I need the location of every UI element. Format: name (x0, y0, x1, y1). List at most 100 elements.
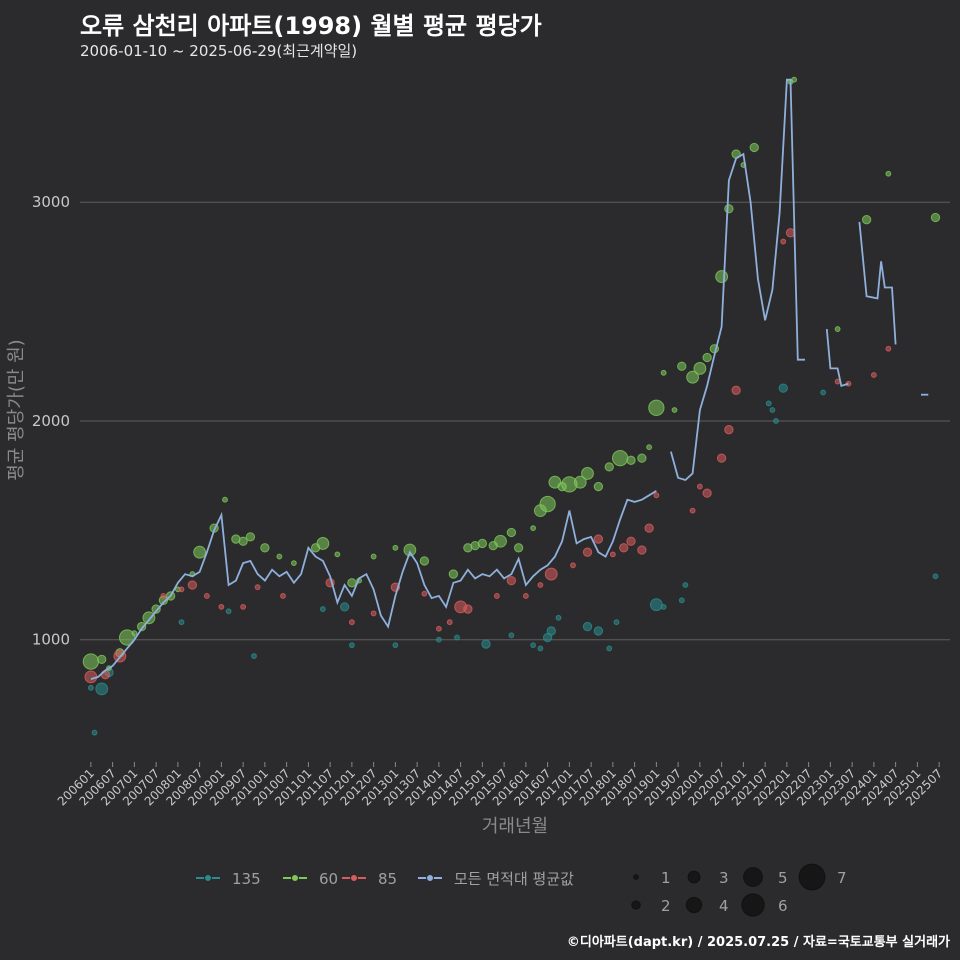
point-135 (778, 383, 788, 393)
point-85 (506, 575, 517, 586)
point-85 (187, 580, 198, 590)
y-tick-label: 2000 (32, 412, 70, 430)
scatter-points (82, 76, 941, 736)
average-line (90, 78, 929, 680)
point-135 (765, 400, 772, 407)
point-85 (689, 507, 696, 514)
y-axis-ticks: 1000 2000 3000 (32, 193, 70, 649)
size-legend-label: 4 (719, 897, 729, 915)
average-line-segment (670, 78, 805, 482)
point-60 (392, 544, 399, 551)
point-60 (861, 215, 872, 225)
point-135 (555, 614, 562, 621)
point-85 (178, 586, 185, 593)
point-135 (392, 642, 399, 649)
point-135 (251, 653, 257, 659)
point-60 (749, 142, 759, 153)
point-135 (546, 626, 556, 636)
point-135 (613, 619, 620, 626)
point-60 (677, 361, 687, 371)
point-85 (203, 593, 210, 599)
point-60 (626, 455, 636, 465)
point-135 (606, 645, 613, 652)
point-85 (537, 582, 544, 588)
size-legend-label: 7 (837, 869, 847, 887)
grid-lines (80, 201, 950, 641)
size-legend-label: 3 (719, 869, 729, 887)
point-135 (95, 682, 109, 696)
point-85 (619, 543, 629, 553)
point-85 (160, 593, 167, 599)
point-60 (513, 543, 524, 553)
x-axis-title: 거래년월 (482, 816, 548, 837)
point-60 (646, 444, 653, 451)
legend-dot (426, 874, 434, 882)
point-85 (493, 593, 500, 599)
point-135 (319, 606, 326, 612)
point-85 (544, 567, 558, 581)
point-60 (930, 212, 941, 223)
point-135 (820, 389, 827, 396)
x-axis-ticks: 2006012006072007012007072008012008072009… (55, 762, 945, 809)
point-135 (678, 597, 685, 604)
point-60 (131, 630, 138, 637)
legend-label: 60 (319, 870, 338, 888)
point-135 (508, 632, 515, 639)
point-85 (870, 372, 877, 378)
point-85 (218, 603, 225, 610)
size-legend-label: 5 (778, 869, 788, 887)
y-axis-title: 평균 평당가(만 원) (6, 339, 27, 480)
y-tick-label: 3000 (32, 193, 70, 211)
point-60 (403, 543, 417, 557)
point-60 (290, 560, 297, 567)
size-legend-marker (741, 893, 765, 917)
point-85 (637, 545, 647, 555)
point-60 (238, 536, 248, 546)
average-line-segment (90, 490, 657, 680)
point-135 (435, 636, 442, 643)
point-85 (280, 593, 286, 599)
point-135 (773, 418, 779, 424)
point-60 (260, 543, 270, 553)
legend-label: 85 (378, 870, 397, 888)
point-60 (82, 653, 100, 670)
point-60 (611, 449, 629, 467)
point-135 (178, 619, 185, 626)
point-60 (593, 481, 604, 492)
point-60 (136, 621, 147, 632)
point-60 (530, 525, 537, 532)
point-60 (834, 326, 841, 332)
point-60 (637, 453, 647, 463)
point-60 (715, 270, 729, 283)
point-85 (84, 670, 98, 684)
point-135 (348, 642, 355, 649)
point-60 (151, 604, 161, 614)
point-85 (570, 562, 576, 569)
point-85 (644, 523, 654, 533)
point-85 (254, 584, 261, 591)
point-60 (370, 553, 377, 560)
size-legend-marker (631, 900, 641, 910)
point-135 (537, 645, 544, 652)
point-85 (780, 238, 787, 245)
point-60 (604, 462, 614, 472)
chart-subtitle: 2006-01-10 ~ 2025-06-29(최근계약일) (80, 42, 358, 60)
point-60 (693, 362, 707, 375)
point-60 (724, 204, 734, 214)
size-legend-marker (798, 863, 826, 891)
point-60 (686, 370, 700, 384)
point-85 (626, 536, 636, 546)
average-line-segment (858, 221, 897, 345)
point-85 (582, 547, 593, 557)
point-60 (97, 654, 107, 665)
point-135 (530, 642, 537, 649)
point-60 (506, 527, 517, 538)
point-60 (477, 538, 488, 549)
point-85 (724, 425, 734, 435)
point-135 (649, 598, 663, 612)
point-135 (593, 626, 604, 636)
footer-credit: ©디아파트(dapt.kr) / 2025.07.25 / 자료=국토교통부 실… (566, 935, 950, 950)
point-85 (446, 619, 453, 626)
point-135 (932, 573, 939, 580)
